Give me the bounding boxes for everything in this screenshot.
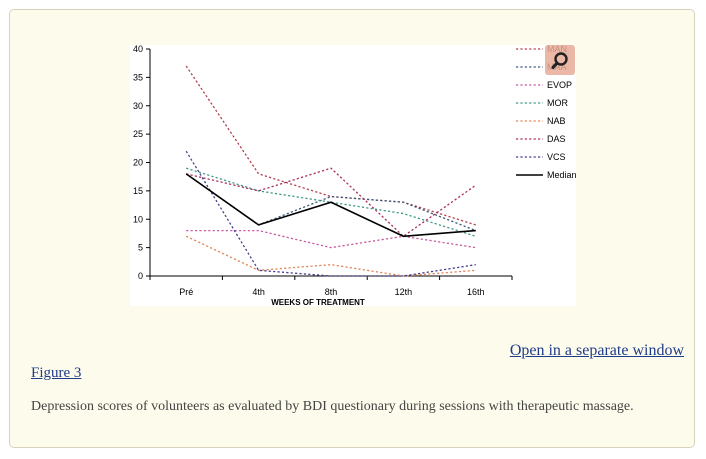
series-line-evop bbox=[186, 229, 476, 249]
x-tick-label: 8th bbox=[325, 287, 338, 297]
legend-label: VCS bbox=[547, 152, 566, 162]
x-axis-title: WEEKS OF TREATMENT bbox=[271, 298, 365, 306]
x-tick-label: 4th bbox=[252, 287, 265, 297]
series-line-das bbox=[186, 167, 477, 238]
y-tick-label: 15 bbox=[133, 186, 143, 196]
y-tick-label: 10 bbox=[133, 214, 143, 224]
open-in-separate-window-link[interactable]: Open in a separate window bbox=[509, 342, 684, 359]
series-line-mor bbox=[186, 167, 476, 237]
y-tick-label: 40 bbox=[133, 45, 143, 54]
x-tick-label: 16th bbox=[467, 287, 485, 297]
x-tick-label: 12th bbox=[395, 287, 413, 297]
figure-caption: Depression scores of volunteers as evalu… bbox=[31, 399, 634, 414]
magnifier-icon bbox=[551, 52, 568, 69]
legend-label: EVOP bbox=[547, 80, 572, 90]
zoom-button[interactable] bbox=[545, 45, 575, 75]
y-tick-label: 0 bbox=[138, 271, 143, 281]
series-line-median bbox=[185, 173, 476, 238]
series-line-man bbox=[185, 65, 476, 226]
series-line-nab bbox=[185, 235, 476, 277]
legend-label: NAB bbox=[547, 116, 566, 126]
y-tick-label: 20 bbox=[133, 158, 143, 168]
series-line-vcs bbox=[185, 150, 476, 277]
legend-label: Median bbox=[547, 170, 576, 180]
figure-link[interactable]: Figure 3 bbox=[31, 365, 82, 381]
y-tick-label: 25 bbox=[133, 129, 143, 139]
legend-label: DAS bbox=[547, 134, 566, 144]
legend-label: MOR bbox=[547, 98, 568, 108]
x-tick-label: Pré bbox=[179, 287, 193, 297]
y-tick-label: 30 bbox=[133, 101, 143, 111]
y-tick-label: 35 bbox=[133, 72, 143, 82]
y-tick-label: 5 bbox=[138, 243, 143, 253]
